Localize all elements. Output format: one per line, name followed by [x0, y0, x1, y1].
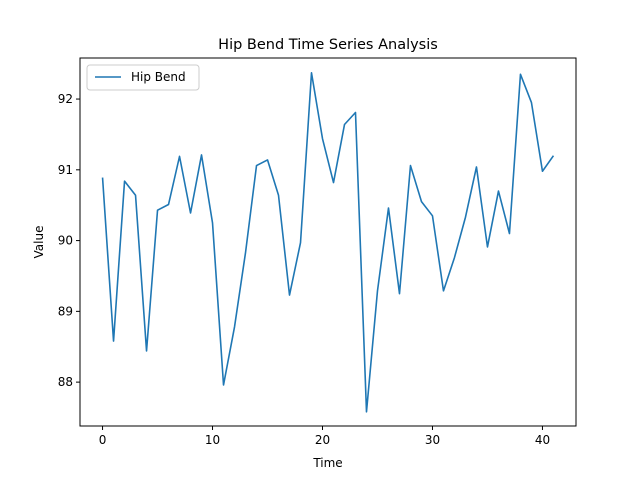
legend: Hip Bend	[86, 64, 200, 91]
x-axis-ticks: 0 10 20 30 40	[99, 426, 550, 447]
x-axis-label: Time	[312, 456, 342, 470]
y-axis-label: Value	[32, 226, 46, 259]
legend-box	[86, 64, 200, 91]
chart-title: Hip Bend Time Series Analysis	[218, 37, 438, 53]
x-tick-label: 40	[535, 433, 550, 447]
y-tick-label: 90	[58, 234, 73, 248]
x-tick-label: 20	[315, 433, 330, 447]
y-tick-label: 89	[58, 304, 73, 318]
series-line-hip-bend	[101, 72, 555, 413]
plot-frame	[79, 57, 577, 427]
legend-label: Hip Bend	[131, 70, 186, 84]
y-tick-label: 91	[58, 163, 73, 177]
x-tick-label: 30	[425, 433, 440, 447]
x-tick-label: 0	[99, 433, 107, 447]
x-tick-label: 10	[205, 433, 220, 447]
y-tick-label: 88	[58, 375, 73, 389]
y-tick-label: 92	[58, 92, 73, 106]
y-axis-ticks: 88 89 90 91 92	[58, 92, 80, 389]
plot-area	[101, 72, 555, 413]
